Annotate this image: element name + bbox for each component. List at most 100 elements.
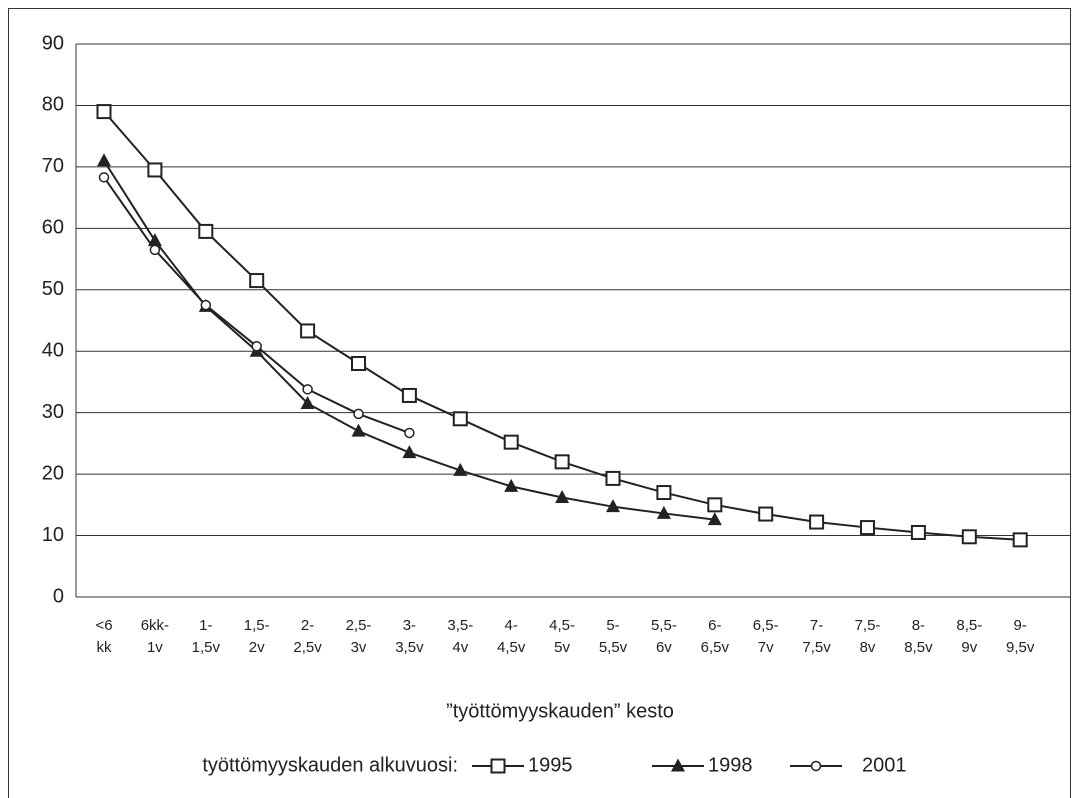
x-tick-line: 2- — [301, 617, 314, 634]
series-line — [103, 176, 410, 434]
x-tick-line: 8,5v — [904, 639, 933, 656]
x-tick-line: 8v — [860, 639, 876, 656]
x-tick-line: 6kk- — [141, 617, 169, 634]
marker — [198, 223, 214, 239]
y-tick-label: 0 — [53, 585, 64, 607]
marker — [149, 244, 161, 256]
marker — [402, 445, 417, 459]
legend-label: 2001 — [862, 754, 907, 776]
marker — [351, 423, 366, 437]
x-tick-label: 8- 8,5v — [904, 617, 933, 656]
marker — [404, 427, 415, 439]
marker — [758, 506, 774, 522]
x-tick-line: 1v — [147, 639, 163, 656]
x-tick-label: 7- 7,5v — [802, 617, 831, 656]
marker — [98, 172, 110, 183]
marker — [300, 323, 316, 339]
marker — [910, 524, 926, 540]
x-tick-label: 1- 1,5v — [192, 617, 221, 656]
x-tick-line: 7,5- — [855, 617, 881, 634]
x-tick-label: 2- 2,5v — [293, 617, 322, 656]
x-tick-line: kk — [97, 639, 113, 656]
x-tick-line: 8,5- — [956, 617, 982, 634]
x-tick-line: 4,5v — [497, 639, 526, 656]
x-axis-title: ”työttömyyskauden” kesto — [446, 700, 674, 722]
marker — [809, 514, 825, 530]
x-tick-line: 1,5- — [244, 617, 270, 634]
x-tick-label: 6,5- 7v — [753, 617, 779, 656]
marker — [961, 529, 977, 545]
legend-label: 1995 — [528, 754, 573, 776]
marker — [200, 299, 212, 311]
x-tick-line: 6,5v — [701, 639, 730, 656]
marker — [300, 395, 315, 409]
marker — [96, 104, 112, 120]
series-line — [103, 110, 1021, 541]
x-tick-label: 5,5- 6v — [651, 617, 677, 656]
x-tick-line: 6- — [708, 617, 721, 634]
x-tick-line: 3- — [403, 617, 416, 634]
y-tick-label: 70 — [42, 155, 64, 177]
x-tick-line: 7,5v — [802, 639, 831, 656]
x-tick-line: 5v — [554, 639, 570, 656]
x-tick-line: 4- — [505, 617, 518, 634]
legend-entry: 1998 — [652, 754, 753, 776]
x-tick-line: 2,5- — [346, 617, 372, 634]
marker — [810, 760, 822, 772]
x-tick-line: 5- — [606, 617, 619, 634]
y-tick-label: 80 — [42, 94, 64, 116]
x-tick-line: 9,5v — [1006, 639, 1035, 656]
x-tick-line: 3,5v — [395, 639, 424, 656]
marker — [1012, 532, 1028, 548]
x-tick-line: 1- — [199, 617, 212, 634]
x-tick-line: 3v — [351, 639, 367, 656]
marker — [656, 505, 671, 519]
marker — [707, 497, 723, 513]
x-tick-label: <6 kk — [95, 617, 112, 656]
marker — [147, 233, 162, 247]
marker — [351, 356, 366, 372]
series-line — [103, 160, 715, 521]
marker — [707, 512, 722, 526]
x-tick-line: 7- — [810, 617, 823, 634]
x-tick-line: 4v — [452, 639, 468, 656]
y-tick-label: 50 — [42, 278, 64, 300]
x-tick-line: 7v — [758, 639, 774, 656]
x-tick-label: 3,5- 4v — [447, 617, 473, 656]
x-tick-line: 9- — [1014, 617, 1027, 634]
y-tick-label: 40 — [42, 340, 64, 362]
marker — [97, 153, 111, 167]
x-tick-line: 8- — [912, 617, 925, 634]
y-tick-label: 90 — [42, 32, 64, 54]
x-tick-label: 6- 6,5v — [701, 617, 730, 656]
frame — [8, 8, 1071, 798]
x-tick-label: 3- 3,5v — [395, 617, 424, 656]
marker — [490, 758, 506, 774]
x-tick-line: 6,5- — [753, 617, 779, 634]
marker — [452, 411, 468, 427]
x-tick-label: 8,5- 9v — [956, 617, 982, 656]
marker — [251, 341, 262, 352]
marker — [147, 162, 163, 178]
marker — [353, 408, 364, 420]
x-tick-line: 5,5- — [651, 617, 677, 634]
marker — [656, 485, 672, 501]
marker — [401, 387, 417, 403]
x-tick-line: 3,5- — [447, 617, 473, 634]
x-tick-line: 1,5v — [192, 639, 221, 656]
y-tick-label: 30 — [42, 401, 64, 423]
marker — [606, 499, 620, 513]
x-tick-line: 9v — [961, 639, 977, 656]
marker — [671, 758, 685, 772]
legend-title: työttömyyskauden alkuvuosi: — [202, 754, 458, 776]
x-tick-line: 4,5- — [549, 617, 575, 634]
legend-label: 1998 — [708, 754, 753, 776]
marker — [555, 489, 570, 503]
marker — [503, 434, 519, 450]
marker — [249, 273, 265, 289]
x-tick-line: <6 — [95, 617, 112, 634]
x-tick-line: 6v — [656, 639, 672, 656]
legend-entry: 1995 — [472, 754, 573, 776]
x-tick-line: 5,5v — [599, 639, 628, 656]
